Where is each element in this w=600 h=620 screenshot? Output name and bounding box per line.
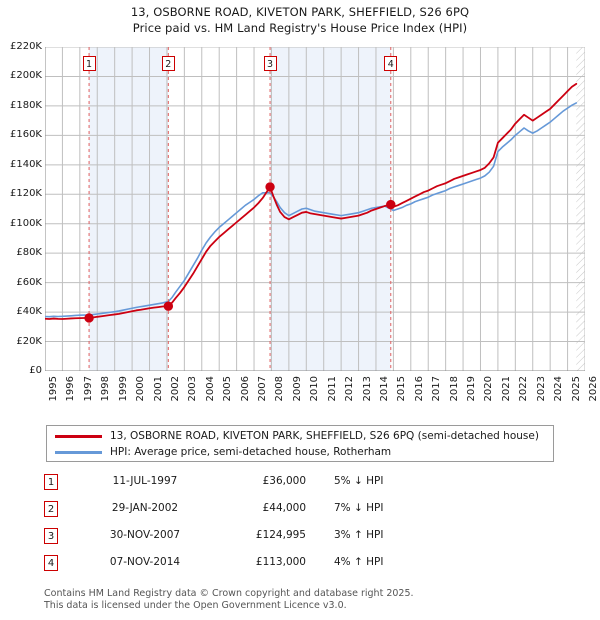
transaction-hpi-delta: 4% ↑ HPI [334,556,384,568]
x-tick-label: 2023 [535,376,547,402]
chart-marker-1[interactable]: 1 [82,56,96,71]
x-tick-label: 2008 [274,376,286,402]
footer-line-2: This data is licensed under the Open Gov… [44,599,347,611]
y-tick-label: £140K [9,158,42,170]
x-tick-label: 1997 [82,376,94,402]
x-tick-label: 2019 [466,376,478,402]
transaction-index-badge[interactable]: 1 [44,474,58,490]
y-tick-label: £220K [9,41,42,52]
legend-swatch-price-paid [55,435,102,438]
x-tick-label: 2012 [344,376,356,402]
x-tick-label: 2006 [239,376,251,402]
table-row: 1 11-JUL-1997 £36,000 5% ↓ HPI [44,471,464,498]
x-tick-label: 2021 [500,376,512,402]
x-tick-label: 2003 [187,376,199,402]
x-tick-label: 2020 [483,376,495,402]
y-tick-label: £40K [16,306,42,318]
chart-marker-4[interactable]: 4 [384,56,398,71]
legend-item-hpi: HPI: Average price, semi-detached house,… [47,444,553,461]
transaction-price: £124,995 [255,529,306,541]
transaction-date: 11-JUL-1997 [112,475,178,487]
x-tick-label: 1996 [65,376,77,402]
transaction-index-badge[interactable]: 3 [44,528,58,544]
x-tick-label: 2001 [152,376,164,402]
transaction-price: £113,000 [255,556,306,568]
x-tick-label: 2002 [169,376,181,402]
x-tick-label: 2007 [257,376,269,402]
chart-marker-2[interactable]: 2 [161,56,175,71]
x-tick-label: 2013 [361,376,373,402]
transaction-price: £36,000 [262,475,306,487]
chart-legend: 13, OSBORNE ROAD, KIVETON PARK, SHEFFIEL… [46,425,554,462]
x-tick-label: 2018 [448,376,460,402]
y-tick-label: £20K [16,335,42,347]
chart-svg [45,47,585,371]
table-row: 2 29-JAN-2002 £44,000 7% ↓ HPI [44,498,464,525]
x-tick-label: 2022 [518,376,530,402]
legend-label-hpi: HPI: Average price, semi-detached house,… [110,446,392,458]
x-tick-label: 2025 [570,376,582,402]
x-tick-label: 1995 [48,376,59,402]
y-tick-label: £200K [9,70,42,82]
legend-swatch-hpi [55,451,102,454]
title-line-2: Price paid vs. HM Land Registry's House … [132,21,468,35]
table-row: 4 07-NOV-2014 £113,000 4% ↑ HPI [44,552,464,579]
x-tick-label: 1998 [100,376,112,402]
y-tick-label: £60K [16,276,42,288]
transactions-table: 1 11-JUL-1997 £36,000 5% ↓ HPI 2 29-JAN-2002 £… [44,471,464,579]
x-tick-label: 2014 [378,376,390,402]
transaction-date: 07-NOV-2014 [109,556,181,568]
footer-attribution: Contains HM Land Registry data © Crown c… [44,588,564,611]
transaction-date: 30-NOV-2007 [109,529,181,541]
transaction-price: £44,000 [262,502,306,514]
y-axis-tick-labels: £0 £20K £40K £60K £80K £100K £120K £140K £160K £1… [0,42,42,377]
x-tick-label: 2015 [396,376,408,402]
transaction-hpi-delta: 3% ↑ HPI [334,529,384,541]
title-line-1: 13, OSBORNE ROAD, KIVETON PARK, SHEFFIEL… [130,5,470,19]
x-tick-label: 2026 [588,376,599,402]
y-tick-label: £80K [16,247,42,259]
y-tick-label: £180K [9,99,42,111]
x-axis-tick-labels: 1995 1996 1997 1998 1999 2000 2001 2002 2003 2004… [45,374,599,414]
transaction-date: 29-JAN-2002 [111,502,179,514]
y-tick-label: £120K [9,188,42,200]
transaction-hpi-delta: 5% ↓ HPI [334,475,384,487]
chart-marker-3[interactable]: 3 [263,56,277,71]
transaction-hpi-delta: 7% ↓ HPI [334,502,384,514]
y-tick-label: £0 [29,365,42,376]
y-tick-label: £100K [9,217,42,229]
x-tick-label: 2011 [326,376,338,402]
y-tick-label: £160K [9,129,42,141]
x-tick-label: 2024 [553,376,565,402]
page-title: 13, OSBORNE ROAD, KIVETON PARK, SHEFFIEL… [0,4,600,36]
x-tick-label: 2004 [204,376,216,402]
footer-line-1: Contains HM Land Registry data © Crown c… [44,588,414,599]
x-tick-label: 2009 [291,376,303,402]
chart-plot-area[interactable]: 1 2 3 4 [45,47,585,371]
transaction-index-badge[interactable]: 2 [44,501,58,517]
x-tick-label: 2000 [135,376,147,402]
x-tick-label: 2005 [222,376,234,402]
transaction-index-badge[interactable]: 4 [44,555,58,571]
table-row: 3 30-NOV-2007 £124,995 3% ↑ HPI [44,525,464,552]
x-tick-label: 2010 [309,376,321,402]
x-tick-label: 1999 [117,376,129,402]
legend-label-price-paid: 13, OSBORNE ROAD, KIVETON PARK, SHEFFIEL… [110,430,539,442]
legend-item-price-paid: 13, OSBORNE ROAD, KIVETON PARK, SHEFFIEL… [47,428,553,445]
x-tick-label: 2017 [431,376,443,402]
x-tick-label: 2016 [413,376,425,402]
